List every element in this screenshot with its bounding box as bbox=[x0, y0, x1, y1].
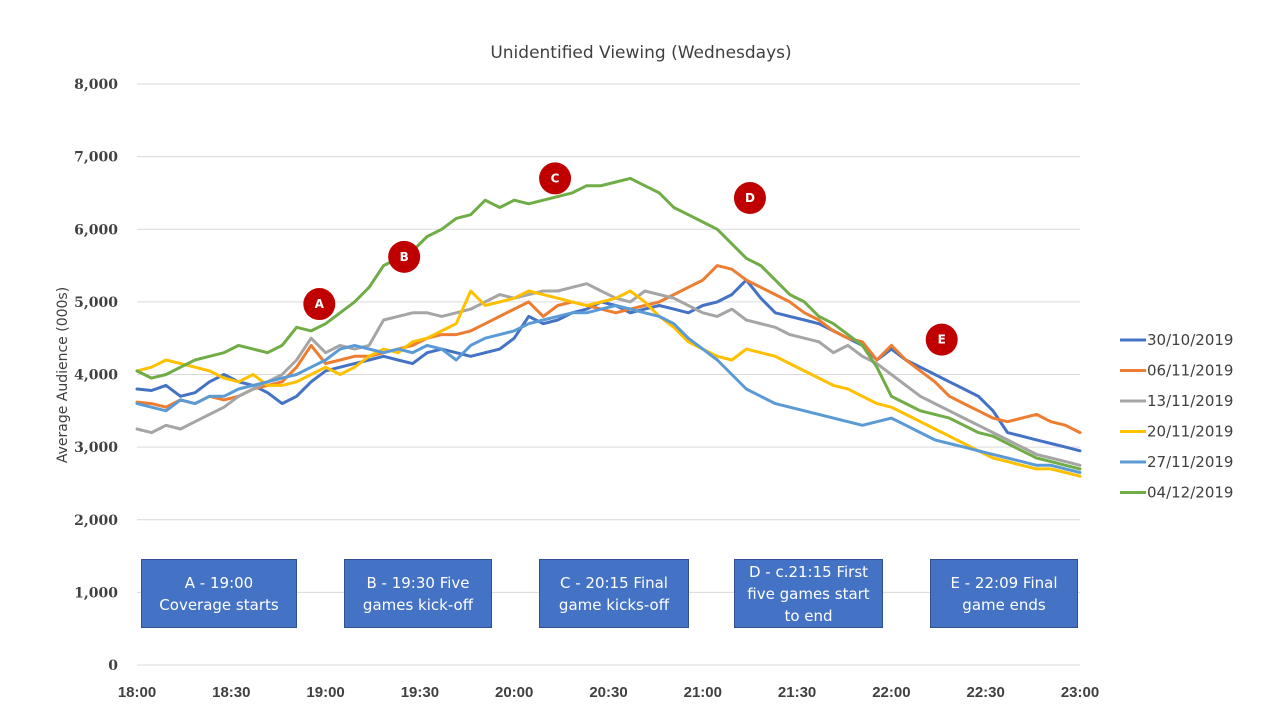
legend: 30/10/2019 06/11/2019 13/11/2019 20/11/2019… bbox=[1120, 331, 1233, 502]
marker-label: A bbox=[315, 297, 325, 311]
event-marker-b: B bbox=[388, 240, 421, 273]
chart-title: Unidentified Viewing (Wednesdays) bbox=[490, 43, 791, 63]
annotation-box-c: C - 20:15 Final game kicks-off bbox=[539, 559, 689, 628]
legend-item: 06/11/2019 bbox=[1120, 362, 1233, 380]
legend-item: 20/11/2019 bbox=[1120, 423, 1233, 441]
annotation-text: C - 20:15 Final game kicks-off bbox=[558, 573, 670, 614]
event-marker-e: E bbox=[925, 323, 958, 356]
y-tick-label: 8,000 bbox=[74, 77, 118, 93]
legend-label: 06/11/2019 bbox=[1147, 362, 1233, 380]
x-axis-ticks: 18:00 18:30 19:00 19:30 20:00 20:30 21:00 21:30… bbox=[118, 684, 1099, 701]
x-tick-label: 20:00 bbox=[495, 684, 533, 701]
annotation-text: D - c.21:15 First five games start to end bbox=[747, 562, 870, 625]
annotation-text: B - 19:30 Five games kick-off bbox=[362, 573, 474, 614]
annotation-text: A - 19:00 Coverage starts bbox=[159, 573, 279, 614]
marker-label: B bbox=[400, 250, 409, 264]
x-tick-label: 22:30 bbox=[967, 684, 1005, 701]
event-marker-d: D bbox=[733, 182, 766, 215]
series-line-30-10-2019 bbox=[135, 278, 1082, 453]
y-tick-label: 7,000 bbox=[74, 150, 118, 166]
marker-circle bbox=[925, 323, 958, 356]
x-tick-label: 19:30 bbox=[401, 684, 439, 701]
x-tick-label: 23:00 bbox=[1061, 684, 1099, 701]
marker-circle bbox=[388, 240, 421, 273]
marker-label: E bbox=[938, 333, 946, 347]
event-marker-c: C bbox=[539, 162, 572, 195]
event-marker-a: A bbox=[303, 288, 336, 321]
annotation-box-b: B - 19:30 Five games kick-off bbox=[344, 559, 492, 628]
marker-circle bbox=[733, 182, 766, 215]
x-tick-label: 21:00 bbox=[684, 684, 722, 701]
y-tick-label: 0 bbox=[108, 658, 118, 674]
x-tick-label: 18:30 bbox=[212, 684, 250, 701]
y-axis-ticks: 0 1,000 2,000 3,000 4,000 5,000 6,000 7,000 8,00… bbox=[74, 77, 118, 674]
y-tick-label: 6,000 bbox=[74, 222, 118, 238]
y-tick-label: 4,000 bbox=[74, 368, 118, 384]
legend-label: 27/11/2019 bbox=[1147, 453, 1233, 471]
y-tick-label: 1,000 bbox=[74, 585, 118, 601]
legend-label: 20/11/2019 bbox=[1147, 423, 1233, 441]
series-line-13-11-2019 bbox=[135, 282, 1082, 467]
annotation-box-e: E - 22:09 Final game ends bbox=[930, 559, 1078, 628]
annotation-box-a: A - 19:00 Coverage starts bbox=[141, 559, 297, 628]
y-axis-label: Average Audience (000s) bbox=[55, 287, 71, 463]
legend-item: 13/11/2019 bbox=[1120, 392, 1233, 410]
x-tick-label: 21:30 bbox=[778, 684, 816, 701]
legend-label: 04/12/2019 bbox=[1147, 484, 1233, 502]
series-line-06-11-2019 bbox=[135, 264, 1082, 435]
marker-label: D bbox=[745, 191, 755, 205]
annotation-text: E - 22:09 Final game ends bbox=[950, 573, 1058, 614]
x-tick-label: 22:00 bbox=[872, 684, 910, 701]
legend-item: 04/12/2019 bbox=[1120, 484, 1233, 502]
x-tick-label: 18:00 bbox=[118, 684, 156, 701]
y-tick-label: 5,000 bbox=[74, 295, 118, 311]
legend-label: 30/10/2019 bbox=[1147, 331, 1233, 349]
series-lines bbox=[135, 176, 1082, 478]
legend-item: 30/10/2019 bbox=[1120, 331, 1233, 349]
series-line-27-11-2019 bbox=[135, 304, 1082, 474]
y-tick-label: 3,000 bbox=[74, 440, 118, 456]
x-tick-label: 19:00 bbox=[306, 684, 344, 701]
series-line-20-11-2019 bbox=[135, 289, 1082, 478]
y-tick-label: 2,000 bbox=[74, 513, 118, 529]
event-markers: A B C D E bbox=[303, 162, 958, 356]
annotation-box-d: D - c.21:15 First five games start to end bbox=[734, 559, 883, 628]
marker-circle bbox=[539, 162, 572, 195]
series-line-04-12-2019 bbox=[135, 176, 1082, 471]
legend-label: 13/11/2019 bbox=[1147, 392, 1233, 410]
marker-circle bbox=[303, 288, 336, 321]
legend-item: 27/11/2019 bbox=[1120, 453, 1233, 471]
x-tick-label: 20:30 bbox=[589, 684, 627, 701]
marker-label: C bbox=[551, 171, 560, 185]
